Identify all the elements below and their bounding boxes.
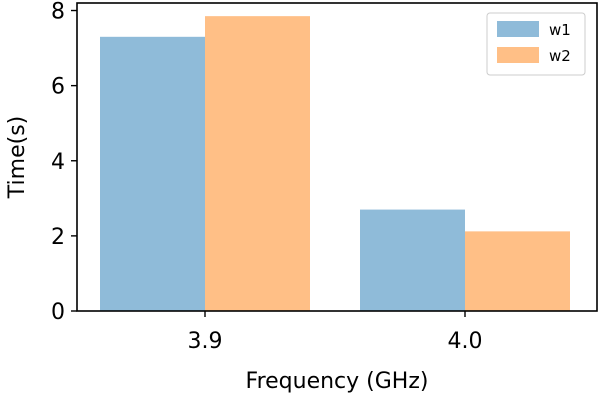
bar-w1-4.0 xyxy=(360,209,465,311)
plot-frame xyxy=(76,2,598,312)
legend-label-w1: w1 xyxy=(549,21,571,39)
bars-group xyxy=(100,16,570,312)
legend-swatch-w2 xyxy=(497,47,539,63)
y-tick-label: 6 xyxy=(51,75,65,100)
x-axis: 3.9 4.0 xyxy=(188,311,483,354)
y-tick-label: 8 xyxy=(51,0,65,25)
y-axis: 0 2 4 6 8 xyxy=(51,0,77,325)
legend-label-w2: w2 xyxy=(549,47,571,65)
x-tick-label: 3.9 xyxy=(188,329,223,354)
bar-w2-4.0 xyxy=(465,231,570,311)
bar-w2-3.9 xyxy=(205,16,310,312)
y-axis-label: Time(s) xyxy=(5,116,30,199)
y-tick-label: 2 xyxy=(51,225,65,250)
y-tick-label: 0 xyxy=(51,300,65,325)
x-tick-label: 4.0 xyxy=(448,329,483,354)
x-axis-label: Frequency (GHz) xyxy=(246,369,429,394)
legend-swatch-w1 xyxy=(497,21,539,37)
y-tick-label: 4 xyxy=(51,150,65,175)
bar-w1-3.9 xyxy=(100,36,205,312)
